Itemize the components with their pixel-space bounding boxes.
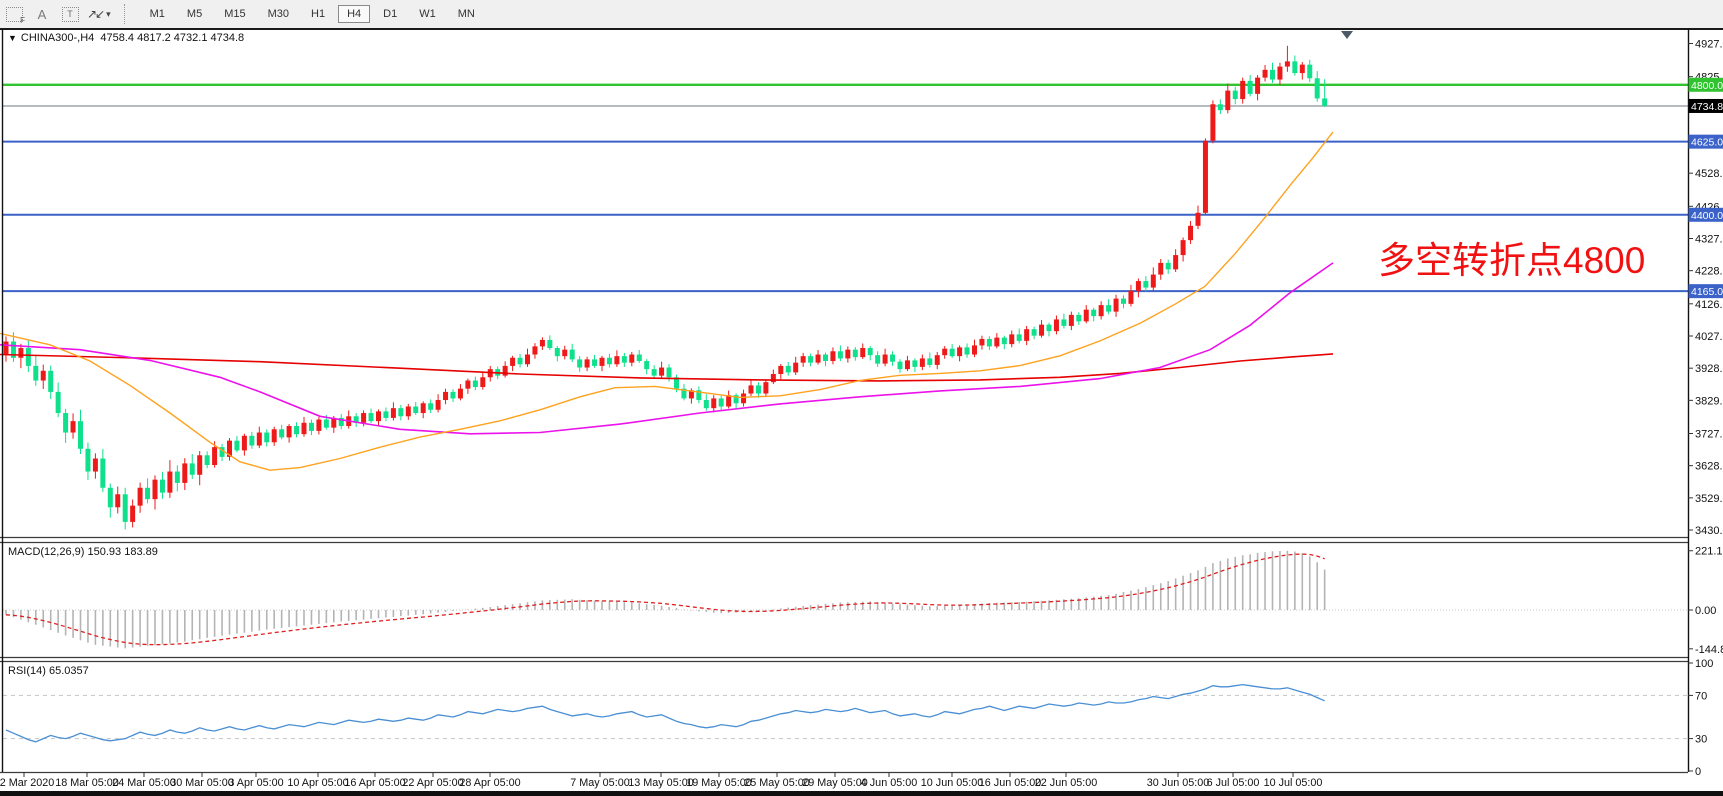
moving-averages [0,131,1334,471]
timeframe-group: M1 M5 M15 M30 H1 H4 D1 W1 MN [139,5,486,23]
price-badge [1688,207,1723,222]
timeframe-m1[interactable]: M1 [149,8,165,20]
svg-text:22 Jun 05:00: 22 Jun 05:00 [1035,777,1097,789]
svg-text:3727.0: 3727.0 [1695,429,1723,441]
macd-signal-value: 183.89 [124,546,158,558]
svg-text:4734.8: 4734.8 [1691,101,1723,113]
macd-pane [3,550,1688,649]
svg-text:4228.0: 4228.0 [1695,266,1723,278]
chart-shift-marker-icon [1341,31,1353,39]
f-label: F [20,16,25,25]
timeframe-d1[interactable]: D1 [383,8,398,20]
macd-indicator-label: MACD(12,26,9) 150.93 183.89 [8,546,158,558]
ma-slow-red [0,353,1334,382]
macd-main-value: 150.93 [87,546,122,558]
svg-text:6 Jul 05:00: 6 Jul 05:00 [1207,777,1260,789]
timeframe-w1[interactable]: W1 [419,8,436,20]
svg-text:0: 0 [1695,766,1701,778]
dropdown-caret-icon: ▾ [106,8,111,19]
timeframe-mn[interactable]: MN [457,8,475,20]
svg-text:28 Apr 05:00: 28 Apr 05:00 [459,777,520,789]
svg-text:25 May 05:00: 25 May 05:00 [744,777,809,789]
chart-title: ▼ CHINA300-,H4 4758.4 4817.2 4732.1 4734.… [8,32,244,44]
chart-text-annotation: 多空转折点4800 [1378,240,1646,281]
svg-text:30: 30 [1695,734,1707,746]
candles-layer [3,45,1328,530]
pane-borders [0,28,1723,796]
svg-text:4400.0: 4400.0 [1691,210,1723,222]
dotted-box-icon [5,6,23,22]
price-badge [1688,77,1723,92]
svg-text:4 Jun 05:00: 4 Jun 05:00 [861,777,917,789]
svg-text:4625.0: 4625.0 [1691,137,1723,149]
toolbar-grip [123,4,131,24]
t-box-icon: T [61,6,79,22]
svg-text:18 Mar 05:00: 18 Mar 05:00 [55,777,119,789]
svg-text:30 Mar 05:00: 30 Mar 05:00 [170,777,234,789]
svg-text:4528.0: 4528.0 [1695,168,1723,180]
svg-text:221.13: 221.13 [1695,546,1723,558]
svg-text:16 Jun 05:00: 16 Jun 05:00 [979,777,1041,789]
svg-text:24 Mar 05:00: 24 Mar 05:00 [112,777,176,789]
svg-text:13 May 05:00: 13 May 05:00 [628,777,693,789]
svg-text:3628.0: 3628.0 [1695,461,1723,473]
ma-fast-orange [0,131,1334,471]
timeframe-h4[interactable]: H4 [338,5,371,23]
svg-text:12 Mar 2020: 12 Mar 2020 [0,777,54,789]
rsi-pane [3,683,1688,743]
svg-text:19 May 05:00: 19 May 05:00 [686,777,751,789]
rsi-indicator-label: RSI(14) 65.0357 [8,665,89,677]
timeframe-m5[interactable]: M5 [186,8,203,20]
svg-text:10 Apr 05:00: 10 Apr 05:00 [287,777,348,789]
timeframe-m30[interactable]: M30 [267,8,290,20]
price-badge [1688,98,1723,113]
title-caret-icon: ▼ [8,33,17,43]
indicator-grid-icon[interactable]: F [3,4,25,25]
svg-text:16 Apr 05:00: 16 Apr 05:00 [344,777,405,789]
timeframe-m15[interactable]: M15 [224,8,246,20]
price-levels [3,83,1688,293]
svg-text:3 Apr 05:00: 3 Apr 05:00 [228,777,283,789]
svg-text:4927.0: 4927.0 [1695,39,1723,51]
price-badge [1688,284,1723,299]
svg-text:70: 70 [1695,690,1707,702]
svg-text:4165.0: 4165.0 [1691,286,1723,298]
svg-text:10 Jul 05:00: 10 Jul 05:00 [1264,777,1323,789]
timeframe-h1[interactable]: H1 [311,8,326,20]
svg-text:10 Jun 05:00: 10 Jun 05:00 [921,777,983,789]
top-toolbar: F A T ↗↙ ▾ M1 M5 M15 M30 H1 H4 D1 W1 MN [0,0,1723,28]
svg-text:4027.0: 4027.0 [1695,331,1723,343]
font-a-icon[interactable]: A [37,6,47,22]
svg-text:3829.0: 3829.0 [1695,395,1723,407]
svg-text:22 Apr 05:00: 22 Apr 05:00 [402,777,463,789]
rsi-line [5,683,1325,743]
svg-text:4800.0: 4800.0 [1691,80,1723,92]
text-label-icon[interactable]: T [59,4,81,24]
svg-text:29 May 05:00: 29 May 05:00 [802,777,867,789]
symbol-period: CHINA300-,H4 [20,32,95,44]
svg-text:4126.0: 4126.0 [1695,299,1723,311]
cycle-arrows-icon[interactable]: ↗↙ ▾ [87,7,111,21]
rsi-value: 65.0357 [48,665,89,677]
price-badge [1688,134,1723,149]
price-axis[interactable]: 4927.04825.04528.04426.04327.04228.04126… [1688,39,1723,779]
svg-text:30 Jun 05:00: 30 Jun 05:00 [1147,777,1209,789]
svg-text:7 May 05:00: 7 May 05:00 [570,777,629,789]
svg-text:0.00: 0.00 [1695,605,1716,617]
svg-text:100: 100 [1695,658,1713,670]
macd-signal-line [5,553,1325,646]
svg-text:4327.0: 4327.0 [1695,234,1723,246]
title-ohlc: 4758.4 4817.2 4732.1 4734.8 [100,32,245,44]
svg-text:3430.0: 3430.0 [1695,525,1723,537]
svg-text:-144.84: -144.84 [1695,644,1723,656]
svg-text:3928.0: 3928.0 [1695,363,1723,375]
svg-text:3529.0: 3529.0 [1695,493,1723,505]
ma-mid-magenta [0,262,1334,435]
